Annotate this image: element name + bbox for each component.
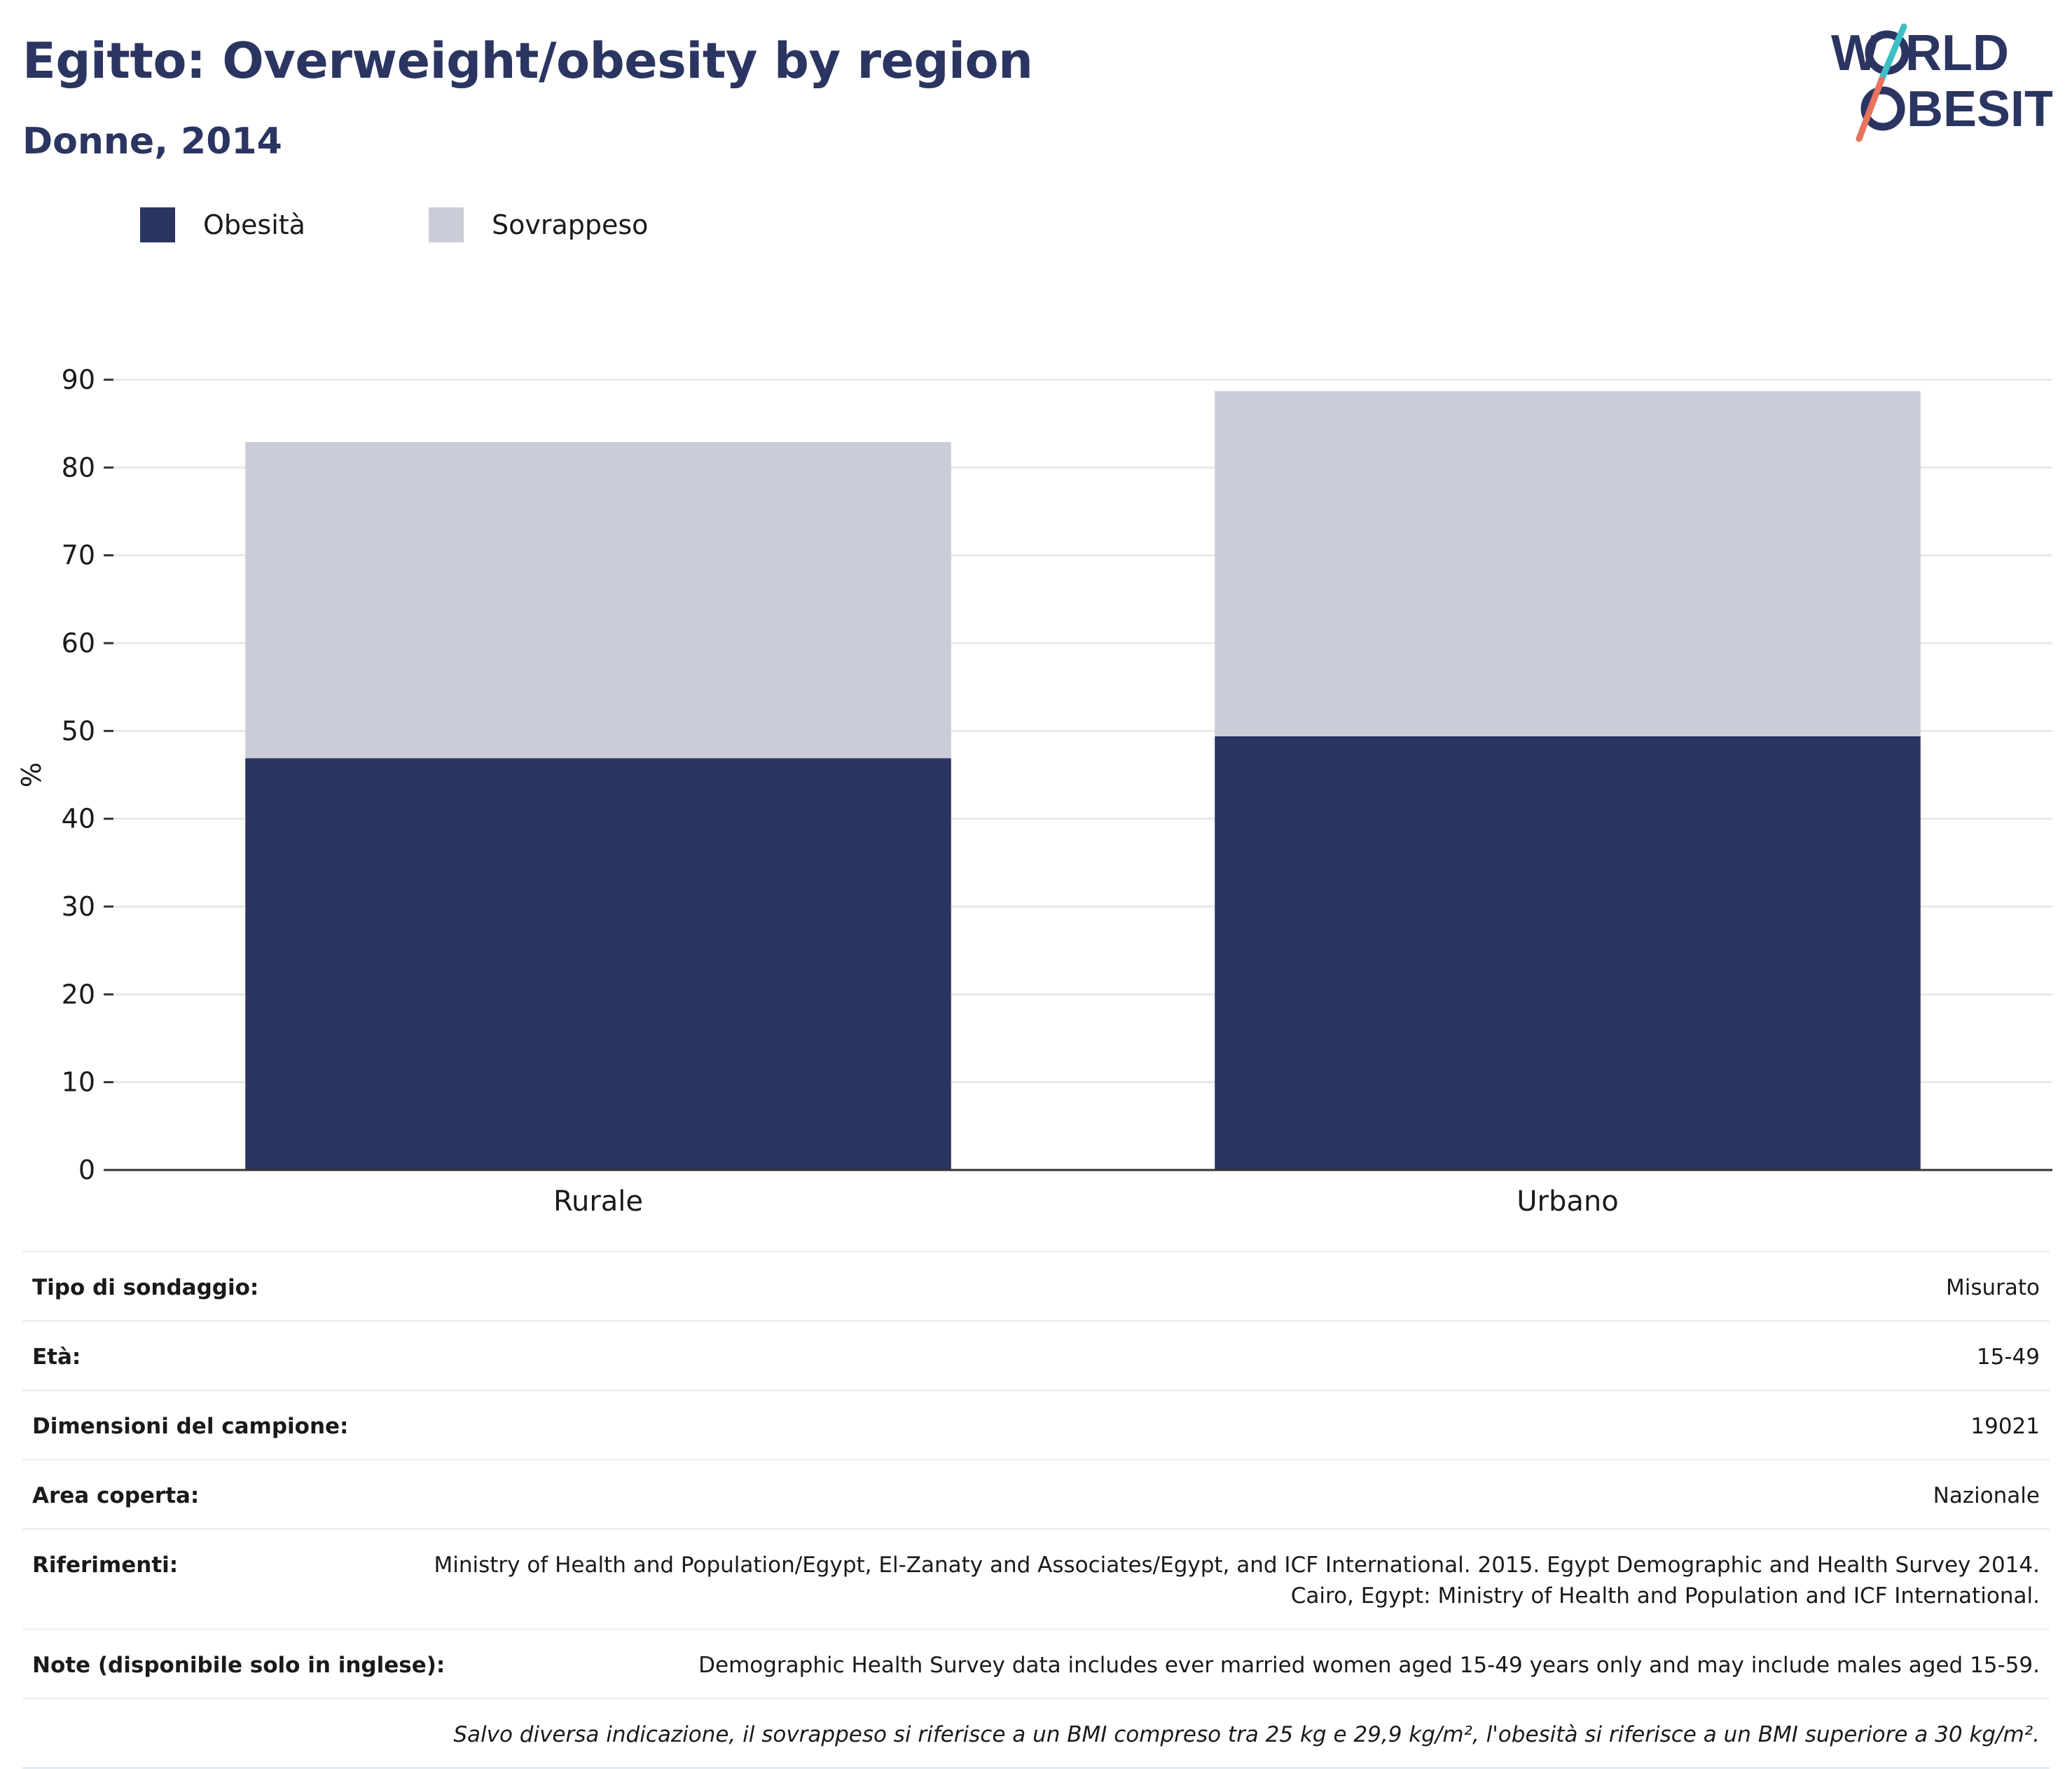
chart-title: Egitto: Overweight/obesity by region — [22, 32, 1033, 90]
y-tick-label: 90 — [62, 364, 95, 395]
info-label: Note (disponibile solo in inglese): — [32, 1653, 446, 1678]
chart-subtitle: Donne, 2014 — [22, 121, 282, 163]
info-row-notes: Note (disponibile solo in inglese): Demo… — [22, 1630, 2050, 1700]
info-row-survey-type: Tipo di sondaggio: Misurato — [22, 1253, 2050, 1322]
y-tick-label: 70 — [62, 540, 95, 571]
info-label: Riferimenti: — [32, 1553, 179, 1578]
bar-chart-svg: 0 10 20 30 40 50 60 70 80 90 Rurale Urbano % — [16, 364, 2052, 1218]
info-table: Tipo di sondaggio: Misurato Età: 15-49 D… — [22, 1251, 2050, 1769]
info-value: Ministry of Health and Population/Egypt,… — [434, 1553, 2040, 1609]
bar-overweight-rurale — [245, 441, 951, 759]
y-tick-label: 30 — [62, 891, 95, 922]
bar-chart: 0 10 20 30 40 50 60 70 80 90 Rurale Urbano % — [0, 336, 2072, 1219]
info-value: Demographic Health Survey data includes … — [698, 1653, 2040, 1678]
x-category-label: Urbano — [1517, 1185, 1618, 1218]
y-tick-label: 0 — [78, 1155, 95, 1185]
bar-obesity-urbano — [1215, 736, 1921, 1170]
bar-overweight-urbano — [1215, 391, 1921, 736]
bar-obesity-rurale — [245, 758, 951, 1170]
y-tick-label: 80 — [62, 452, 95, 483]
info-value: Nazionale — [1933, 1483, 2040, 1508]
legend-label-overweight: Sovrappeso — [492, 209, 649, 240]
info-row-sample-size: Dimensioni del campione: 19021 — [22, 1391, 2050, 1461]
y-tick-label: 40 — [62, 804, 95, 834]
legend-item-obesity: Obesità — [140, 207, 305, 242]
info-value: Misurato — [1945, 1275, 2040, 1300]
info-row-references: Riferimenti: Ministry of Health and Popu… — [22, 1530, 2050, 1630]
legend-label-obesity: Obesità — [203, 209, 305, 240]
info-label: Dimensioni del campione: — [32, 1414, 349, 1439]
x-category-label: Rurale — [553, 1185, 643, 1218]
y-tick-label: 60 — [62, 628, 95, 659]
info-value: 15-49 — [1976, 1344, 2040, 1370]
info-label: Tipo di sondaggio: — [32, 1275, 259, 1300]
info-row-area: Area coperta: Nazionale — [22, 1461, 2050, 1530]
axes: 0 10 20 30 40 50 60 70 80 90 Rurale Urbano — [62, 364, 2052, 1218]
y-tick-label: 50 — [62, 715, 95, 746]
world-obesity-logo: W RLD O BESITY — [1821, 21, 2052, 147]
logo-text-besity: BESITY — [1907, 81, 2052, 137]
y-axis-label: % — [16, 762, 47, 787]
legend-item-overweight: Sovrappeso — [429, 207, 648, 242]
info-label: Età: — [32, 1344, 81, 1370]
info-label: Area coperta: — [32, 1483, 200, 1508]
y-tick-label: 20 — [62, 979, 95, 1010]
info-value: 19021 — [1970, 1414, 2040, 1439]
bars — [245, 391, 1921, 1170]
y-tick-label: 10 — [62, 1067, 95, 1098]
legend-swatch-obesity — [140, 207, 175, 242]
legend-swatch-overweight — [429, 207, 464, 242]
footnote-row: Salvo diversa indicazione, il sovrappeso… — [22, 1700, 2050, 1769]
info-row-age: Età: 15-49 — [22, 1322, 2050, 1391]
logo-text-rld: RLD — [1905, 25, 2009, 81]
